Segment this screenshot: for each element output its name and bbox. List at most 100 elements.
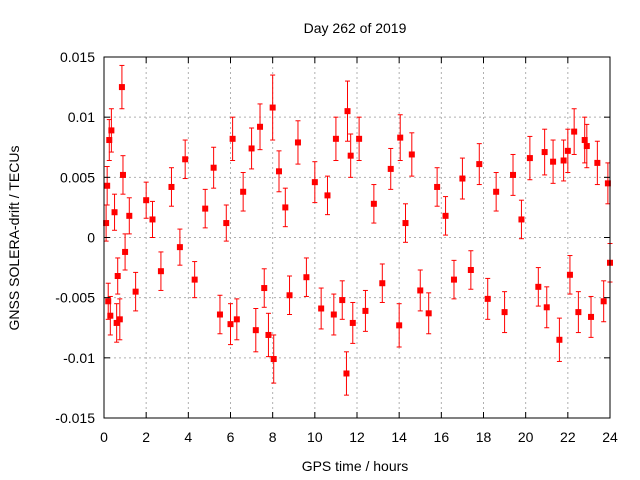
- data-point: [168, 183, 175, 190]
- x-axis-label: GPS time / hours: [302, 458, 409, 474]
- data-point: [119, 171, 126, 178]
- data-point: [402, 220, 409, 227]
- y-tick-label: 0.015: [60, 49, 95, 65]
- data-point: [526, 155, 533, 162]
- data-point: [107, 312, 114, 319]
- axis-ticks: 0 2 4 6 8 10 12 14 16 18 20 22 24-0.015-0.01-0.00500…: [55, 49, 618, 445]
- data-point: [379, 280, 386, 287]
- data-point: [282, 204, 289, 211]
- data-point: [318, 305, 325, 312]
- data-point: [330, 311, 337, 318]
- data-point: [362, 307, 369, 314]
- data-point: [248, 145, 255, 152]
- data-point: [575, 309, 582, 316]
- data-point: [240, 188, 247, 195]
- x-tick-label: 0: [100, 429, 108, 445]
- data-point: [311, 179, 318, 186]
- data-point: [114, 273, 121, 280]
- data-point: [370, 200, 377, 207]
- y-tick-label: -0.015: [55, 410, 95, 426]
- data-point: [104, 182, 111, 189]
- data-point: [571, 128, 578, 135]
- data-point: [543, 304, 550, 311]
- data-point: [122, 248, 129, 255]
- data-point: [476, 161, 483, 168]
- x-tick-label: 10: [307, 429, 323, 445]
- data-point: [564, 147, 571, 154]
- y-axis-label: GNSS SOLERA-drift / TECUs: [6, 146, 22, 331]
- data-point: [408, 151, 415, 158]
- x-tick-label: 14: [391, 429, 407, 445]
- data-point: [261, 285, 268, 292]
- data-point: [583, 143, 590, 150]
- data-point: [103, 220, 110, 227]
- data-point: [397, 134, 404, 141]
- data-point: [434, 183, 441, 190]
- data-point: [108, 127, 115, 134]
- x-tick-label: 16: [434, 429, 450, 445]
- data-point: [425, 310, 432, 317]
- data-point: [417, 287, 424, 294]
- data-point: [396, 322, 403, 329]
- x-tick-label: 18: [476, 429, 492, 445]
- data-point: [149, 216, 156, 223]
- data-point: [566, 271, 573, 278]
- data-point: [252, 327, 259, 334]
- y-tick-label: -0.01: [63, 350, 95, 366]
- data-point: [349, 319, 356, 326]
- data-point: [518, 216, 525, 223]
- data-point: [216, 311, 223, 318]
- data-point: [339, 297, 346, 304]
- data-point: [484, 295, 491, 302]
- data-point: [594, 159, 601, 166]
- data-point: [113, 319, 120, 326]
- data-point: [303, 274, 310, 281]
- data-point: [191, 276, 198, 283]
- data-point: [332, 135, 339, 142]
- data-point: [257, 123, 264, 130]
- data-point: [560, 157, 567, 164]
- data-point: [143, 197, 150, 204]
- data-point: [111, 209, 118, 216]
- y-tick-label: 0.01: [68, 109, 95, 125]
- x-tick-label: 22: [560, 429, 576, 445]
- data-point: [467, 266, 474, 273]
- data-point: [105, 298, 112, 305]
- data-point: [387, 165, 394, 172]
- data-point: [294, 139, 301, 146]
- data-point: [459, 175, 466, 182]
- data-point: [581, 137, 588, 144]
- data-point: [132, 288, 139, 295]
- data-series: [103, 64, 613, 396]
- data-point: [541, 149, 548, 156]
- data-point: [116, 316, 123, 323]
- data-point: [275, 168, 282, 175]
- data-point: [356, 135, 363, 142]
- data-point: [227, 321, 234, 328]
- data-point: [182, 156, 189, 163]
- y-tick-label: 0: [87, 230, 95, 246]
- data-point: [343, 370, 350, 377]
- data-point: [535, 283, 542, 290]
- x-tick-label: 8: [269, 429, 277, 445]
- data-point: [347, 152, 354, 159]
- data-point: [442, 212, 449, 219]
- x-tick-label: 6: [227, 429, 235, 445]
- series-points: [103, 64, 613, 396]
- data-point: [450, 276, 457, 283]
- data-point: [493, 188, 500, 195]
- x-tick-label: 12: [349, 429, 365, 445]
- x-tick-label: 20: [518, 429, 534, 445]
- data-point: [223, 220, 230, 227]
- data-point: [269, 104, 276, 111]
- data-point: [118, 84, 125, 91]
- data-point: [229, 135, 236, 142]
- x-tick-label: 24: [602, 429, 618, 445]
- data-point: [286, 292, 293, 299]
- data-point: [126, 212, 133, 219]
- data-point: [202, 205, 209, 212]
- data-point: [556, 336, 563, 343]
- data-point: [265, 331, 272, 338]
